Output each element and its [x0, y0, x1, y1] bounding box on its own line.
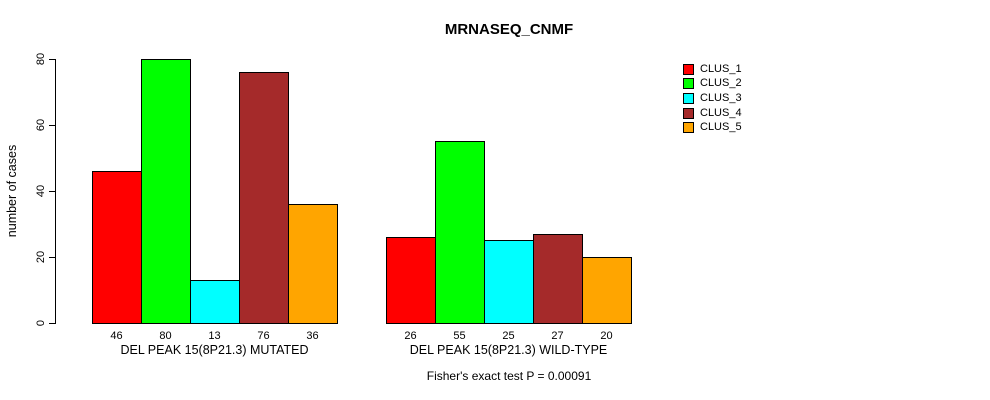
bar-value-label: 20 [600, 330, 613, 342]
legend-item-clus_1: CLUS_1 [683, 62, 742, 77]
legend-swatch-clus_3 [683, 92, 694, 104]
category-label: DEL PEAK 15(8P21.3) MUTATED [120, 343, 309, 357]
y-axis-tick-label: 40 [35, 184, 47, 198]
annotation-text: Fisher's exact test P = 0.00091 [426, 369, 592, 383]
bar-clus_5-group2 [582, 257, 632, 324]
bar-value-label: 27 [551, 330, 564, 342]
legend-swatch-clus_5 [683, 122, 694, 134]
legend-swatch-clus_4 [683, 107, 694, 119]
legend-label: CLUS_5 [700, 121, 742, 134]
bar-value-label: 55 [453, 330, 466, 342]
bar-value-label: 46 [110, 330, 123, 342]
y-axis-tick [49, 191, 55, 192]
legend-swatch-clus_1 [683, 63, 694, 75]
legend-item-clus_5: CLUS_5 [683, 120, 742, 135]
bar-value-label: 26 [404, 330, 417, 342]
y-axis-label: number of cases [5, 144, 19, 238]
bar-clus_3-group1 [190, 280, 240, 324]
legend-swatch-clus_2 [683, 78, 694, 90]
legend-label: CLUS_1 [700, 62, 742, 75]
bar-clus_3-group2 [484, 240, 534, 324]
y-axis-tick-label: 0 [35, 319, 47, 327]
bar-clus_2-group2 [435, 141, 485, 324]
bar-value-label: 36 [306, 330, 319, 342]
legend-label: CLUS_4 [700, 106, 742, 119]
legend-item-clus_2: CLUS_2 [683, 77, 742, 92]
legend: CLUS_1 CLUS_2 CLUS_3 CLUS_4 CLUS_5 [683, 62, 742, 135]
legend-item-clus_3: CLUS_3 [683, 91, 742, 106]
y-axis-tick [49, 257, 55, 258]
bar-clus_1-group1 [92, 171, 142, 324]
y-axis-tick-label: 60 [35, 118, 47, 132]
bar-clus_1-group2 [386, 237, 436, 324]
y-axis-tick [49, 59, 55, 60]
legend-item-clus_4: CLUS_4 [683, 106, 742, 121]
bar-value-label: 76 [257, 330, 270, 342]
y-axis-line [55, 59, 56, 324]
bar-value-label: 80 [159, 330, 172, 342]
chart-title: MRNASEQ_CNMF [444, 21, 574, 38]
bar-clus_4-group2 [533, 234, 583, 324]
y-axis-tick-label: 20 [35, 250, 47, 264]
category-label: DEL PEAK 15(8P21.3) WILD-TYPE [409, 343, 608, 357]
bar-clus_2-group1 [141, 59, 191, 324]
bar-clus_5-group1 [288, 204, 338, 324]
y-axis-tick-label: 80 [35, 52, 47, 66]
legend-label: CLUS_2 [700, 77, 742, 90]
y-axis-tick [49, 323, 55, 324]
bar-value-label: 25 [502, 330, 515, 342]
bar-clus_4-group1 [239, 72, 289, 324]
legend-label: CLUS_3 [700, 91, 742, 104]
bar-value-label: 13 [208, 330, 221, 342]
y-axis-tick [49, 125, 55, 126]
